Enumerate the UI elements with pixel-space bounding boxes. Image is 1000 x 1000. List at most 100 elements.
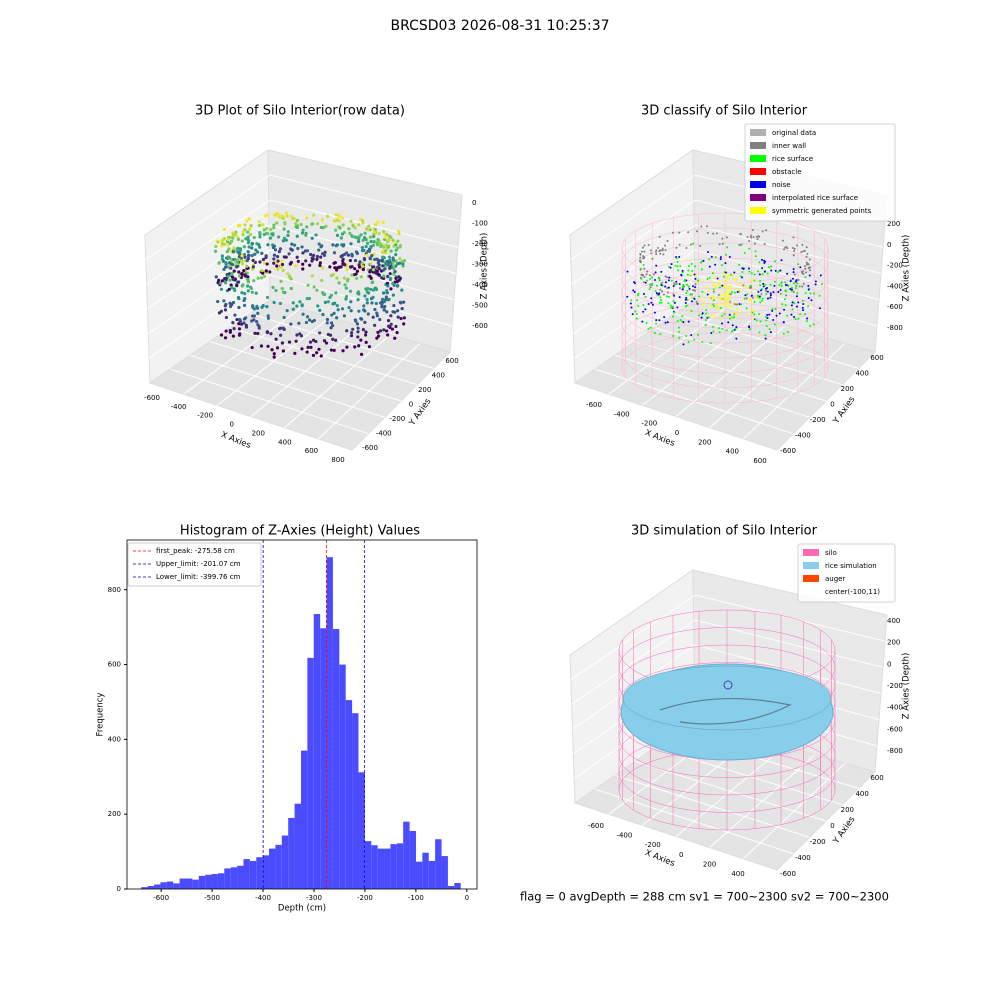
point: [291, 307, 295, 311]
point: [696, 302, 699, 305]
z-tick-label: -200: [887, 682, 903, 690]
point: [659, 332, 662, 335]
point: [252, 314, 257, 318]
point: [311, 257, 315, 261]
point: [264, 255, 268, 260]
point: [268, 236, 272, 240]
point: [728, 300, 731, 303]
point: [351, 224, 355, 228]
point: [766, 272, 769, 275]
point: [766, 290, 769, 293]
point: [653, 311, 656, 314]
point: [261, 223, 265, 227]
point: [334, 338, 338, 342]
point: [242, 321, 246, 325]
x-tick-label: -400: [255, 894, 271, 902]
point: [237, 322, 241, 326]
point: [649, 283, 652, 286]
point: [257, 324, 261, 329]
point: [285, 308, 289, 313]
point: [719, 312, 722, 315]
pane-grid: [269, 249, 455, 301]
point: [688, 287, 691, 290]
point: [383, 235, 388, 240]
point: [672, 293, 675, 296]
point: [311, 222, 315, 226]
point: [779, 289, 782, 292]
bar: [269, 848, 276, 889]
point: [309, 252, 313, 257]
point: [771, 308, 774, 311]
point: [320, 218, 324, 222]
point: [801, 299, 804, 302]
point: [231, 334, 235, 338]
point: [732, 278, 735, 281]
point: [793, 247, 796, 250]
point: [382, 300, 387, 304]
point: [359, 338, 363, 342]
point: [643, 281, 646, 284]
point: [385, 329, 389, 333]
point: [752, 236, 755, 239]
point: [748, 240, 751, 243]
point: [631, 313, 634, 316]
point: [332, 261, 336, 265]
point: [341, 223, 345, 227]
point: [748, 270, 751, 273]
point: [769, 331, 772, 334]
point: [275, 221, 279, 225]
point: [659, 299, 662, 302]
point: [221, 238, 225, 242]
point: [773, 323, 776, 326]
point: [235, 265, 239, 269]
legend-swatch: [750, 129, 766, 136]
z-tick-label: -800: [887, 324, 903, 332]
point: [318, 263, 322, 268]
point: [242, 303, 247, 308]
point: [704, 318, 707, 321]
point: [771, 309, 774, 312]
point: [252, 279, 256, 283]
bar: [364, 841, 372, 889]
point: [649, 286, 652, 289]
point: [666, 240, 669, 243]
point: [226, 255, 230, 259]
y-tick-label: -600: [780, 870, 796, 878]
point: [727, 276, 730, 279]
y-tick-label: 0: [830, 401, 834, 409]
point: [751, 229, 754, 232]
point: [237, 327, 242, 331]
point: [324, 224, 328, 228]
y-tick-label: 200: [841, 385, 854, 393]
point: [308, 263, 312, 267]
point: [635, 312, 638, 315]
pane-grid: [694, 594, 886, 642]
point: [291, 301, 295, 305]
bar: [160, 882, 167, 889]
point: [735, 303, 738, 306]
point: [253, 252, 257, 256]
point: [282, 327, 286, 332]
point: [691, 300, 694, 303]
point: [241, 283, 245, 287]
point: [710, 255, 713, 258]
point: [295, 234, 299, 238]
point: [692, 242, 695, 245]
point: [388, 234, 392, 238]
point: [241, 229, 245, 234]
point: [693, 338, 696, 341]
point: [635, 317, 638, 320]
point: [783, 308, 786, 311]
point: [730, 285, 733, 288]
point: [629, 302, 632, 305]
bar: [275, 844, 282, 889]
point: [753, 301, 756, 304]
point: [673, 283, 676, 286]
point: [670, 279, 673, 282]
point: [768, 313, 771, 316]
point: [752, 280, 755, 283]
point: [803, 249, 806, 252]
bar: [217, 873, 225, 889]
point: [277, 213, 281, 217]
y-tick-label: 200: [418, 386, 431, 394]
